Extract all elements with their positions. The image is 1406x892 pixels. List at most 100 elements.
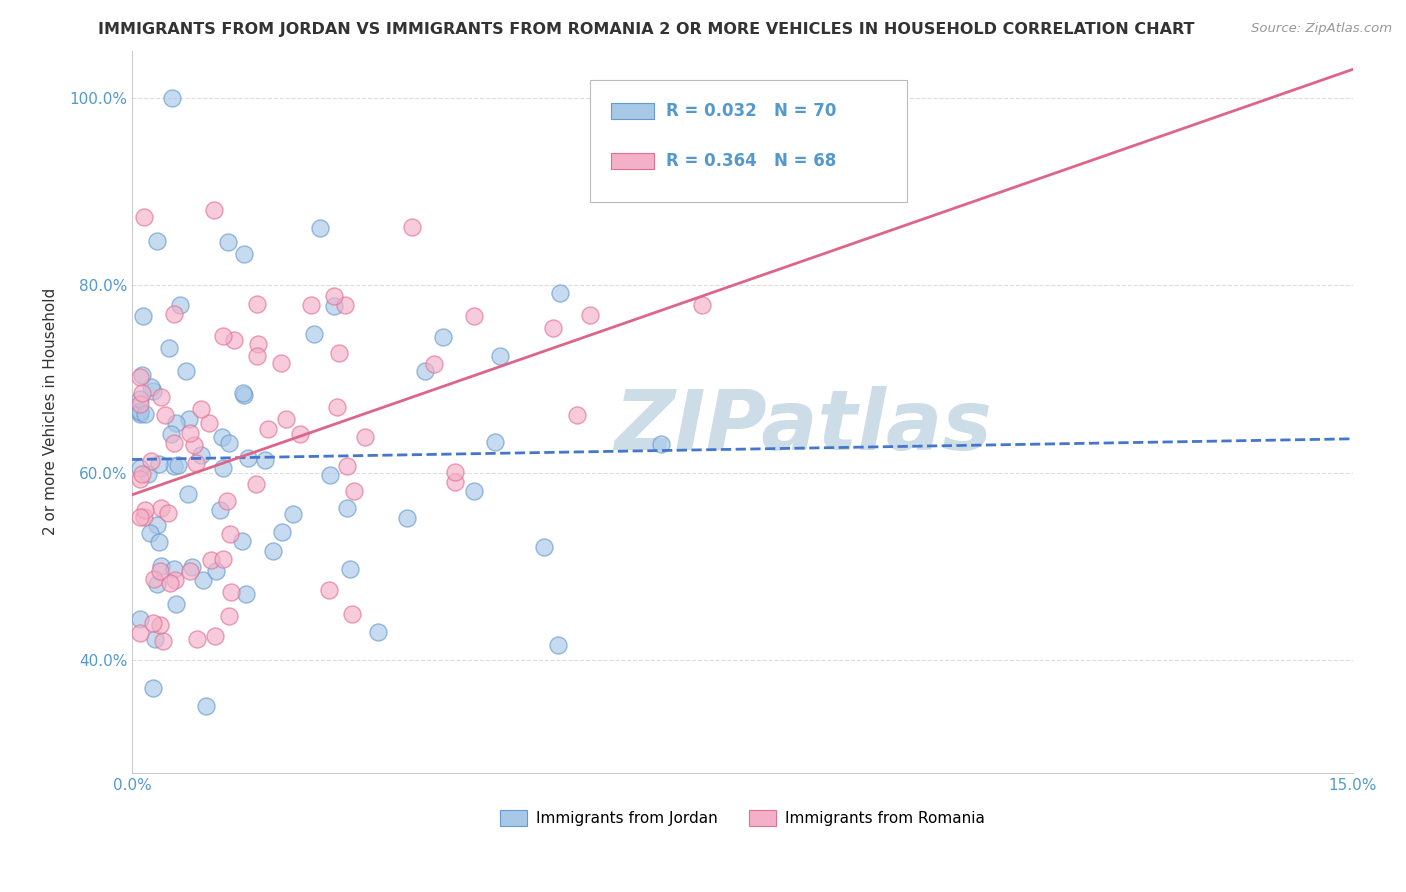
Point [413,364,436,378]
FancyBboxPatch shape [591,79,907,202]
Point [174,364,197,378]
Point [274,412,297,426]
Point [328,346,350,360]
Point [262,544,284,558]
Point [142,616,165,631]
Point [246,349,269,363]
Point [211,329,233,343]
Point [132,309,155,323]
Point [179,412,201,426]
Point [578,308,600,322]
Point [162,90,184,104]
Point [150,559,173,574]
Point [129,392,152,407]
Point [212,461,235,475]
Point [340,607,363,622]
Point [548,285,571,300]
Point [186,457,208,471]
Point [401,219,423,234]
Point [165,573,187,587]
Point [463,309,485,323]
Point [197,416,219,430]
Point [422,357,444,371]
Point [533,540,555,554]
Text: R = 0.364   N = 68: R = 0.364 N = 68 [666,153,837,170]
Point [322,289,344,303]
FancyBboxPatch shape [610,103,654,119]
Point [150,390,173,404]
Point [179,565,201,579]
Point [567,409,589,423]
Point [218,435,240,450]
Point [217,493,239,508]
Point [339,562,361,576]
Point [547,638,569,652]
Point [336,500,359,515]
Point [131,368,153,383]
Point [211,430,233,444]
Point [304,327,326,342]
Point [145,518,167,533]
Point [157,341,180,355]
Point [336,458,359,473]
Point [335,298,357,312]
Point [253,452,276,467]
Point [139,380,162,394]
Point [247,336,270,351]
Point [395,510,418,524]
Point [444,475,467,490]
Point [153,408,176,422]
Point [183,438,205,452]
Point [129,509,152,524]
Point [326,400,349,414]
Point [129,408,152,422]
Point [236,450,259,465]
Point [143,572,166,586]
Point [222,333,245,347]
Point [319,468,342,483]
Y-axis label: 2 or more Vehicles in Household: 2 or more Vehicles in Household [44,288,58,535]
Point [129,626,152,640]
Point [148,457,170,471]
Point [322,298,344,312]
Point [139,525,162,540]
Point [488,349,510,363]
Point [129,405,152,419]
Point [308,220,330,235]
Point [235,586,257,600]
Text: Source: ZipAtlas.com: Source: ZipAtlas.com [1251,22,1392,36]
Point [281,507,304,521]
Point [650,437,672,451]
Point [143,632,166,646]
Point [129,612,152,626]
Point [245,476,267,491]
Point [233,246,256,260]
Point [191,573,214,587]
Point [163,307,186,321]
Point [257,422,280,436]
Point [443,465,465,479]
Point [142,384,165,398]
FancyBboxPatch shape [610,153,654,169]
Point [134,407,156,421]
Point [353,430,375,444]
Point [204,629,226,643]
Point [217,235,239,249]
Point [129,370,152,384]
Point [148,534,170,549]
Point [181,560,204,574]
Point [288,427,311,442]
Point [134,502,156,516]
Point [152,633,174,648]
Point [200,553,222,567]
Point [156,506,179,520]
Point [139,454,162,468]
Text: ZIPatlas: ZIPatlas [614,385,993,467]
Point [484,435,506,450]
Point [129,403,152,417]
Point [219,585,242,599]
Point [432,330,454,344]
Point [195,699,218,714]
Point [159,575,181,590]
Point [134,210,156,224]
